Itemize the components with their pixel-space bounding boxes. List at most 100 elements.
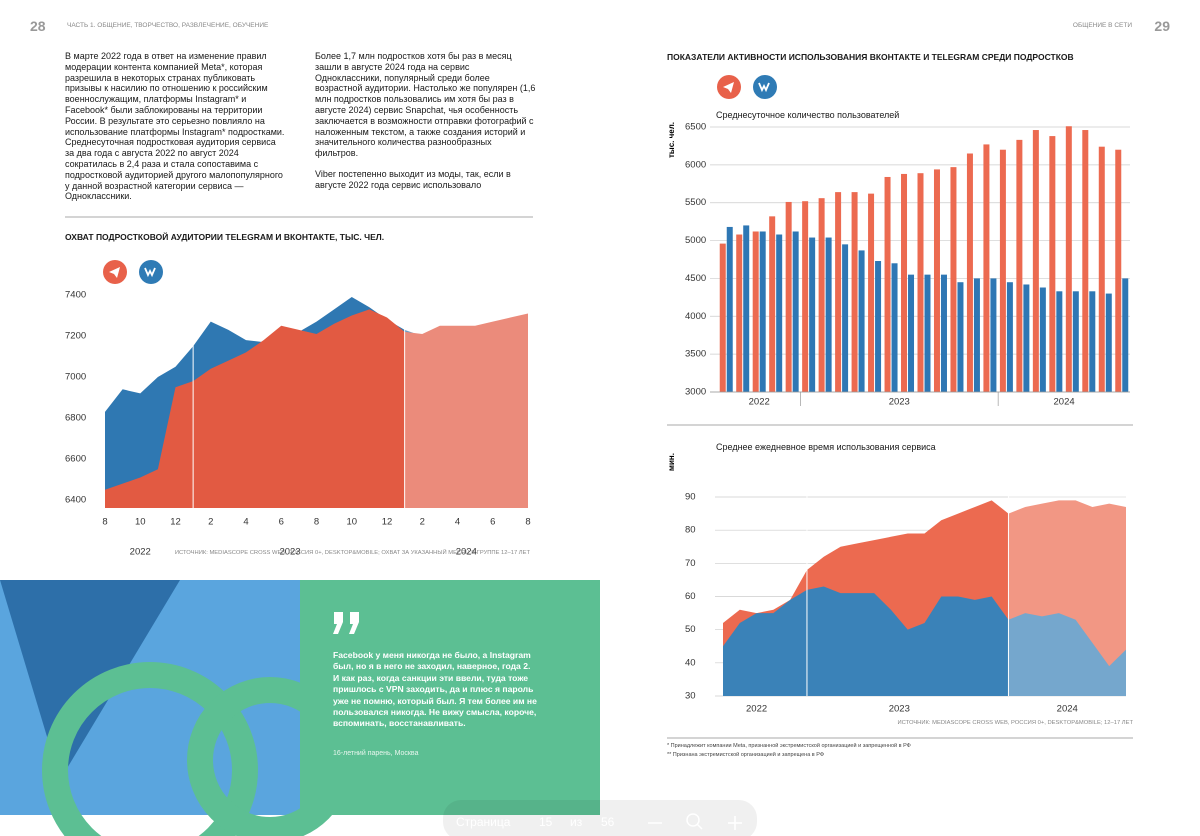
bar [792, 231, 799, 392]
column: Более 1,7 млн подростков хотя бы раз в м… [315, 51, 537, 201]
bar [1056, 291, 1063, 392]
y-tick-label: 5000 [685, 235, 706, 246]
y-axis-label: тыс. чел. [667, 122, 676, 158]
x-tick-label: 8 [525, 517, 530, 528]
x-tick-label: 6 [490, 517, 495, 528]
bar [752, 231, 759, 392]
x-tick-label: 4 [455, 517, 460, 528]
chart-subtitle: Среднесуточное количество пользователей [716, 110, 900, 120]
y-tick-label: 4500 [685, 273, 706, 284]
y-tick-label: 70 [685, 558, 696, 569]
bar [1065, 126, 1072, 392]
quote-author: 16-летний парень, Москва [333, 750, 419, 757]
viewer-toolbar [443, 800, 757, 836]
bar [908, 274, 915, 392]
bar [1082, 130, 1089, 392]
area [723, 586, 1126, 696]
x-tick-label: 12 [382, 517, 393, 528]
x-tick-label: 4 [243, 517, 248, 528]
bar [1098, 146, 1105, 392]
paragraph: Более 1,7 млн подростков хотя бы раз в м… [315, 51, 536, 159]
source: ИСТОЧНИК: MEDIASCOPE CROSS WEB, РОССИЯ 0… [174, 550, 530, 556]
y-tick-label: 7400 [65, 290, 86, 301]
y-tick-label: 30 [685, 691, 696, 702]
source: ИСТОЧНИК: MEDIASCOPE CROSS WEB, РОССИЯ 0… [897, 720, 1134, 726]
bar [957, 282, 964, 392]
bar [1006, 282, 1013, 392]
bar [875, 261, 882, 392]
bar [966, 153, 973, 392]
forecast-shade [404, 250, 529, 509]
bar [983, 144, 990, 392]
bar [901, 173, 908, 392]
viewer-page-label: Страница [456, 815, 511, 829]
year-label: 2022 [746, 704, 767, 715]
x-tick-label: 6 [279, 517, 284, 528]
y-tick-label: 3500 [685, 349, 706, 360]
footnote: ** Признана экстремистской организацией … [667, 752, 825, 758]
vk-icon [139, 260, 163, 284]
year-label: 2023 [279, 547, 300, 558]
area [105, 309, 528, 508]
year-label: 2022 [130, 547, 151, 558]
bar [924, 274, 931, 392]
bar [776, 234, 783, 392]
x-tick-label: 10 [135, 517, 146, 528]
bar [825, 237, 832, 392]
viewer-page[interactable]: 15 [539, 815, 553, 829]
quote-mark [333, 612, 359, 634]
section-title: ЧАСТЬ 1. ОБЩЕНИЕ, ТВОРЧЕСТВО, РАЗВЛЕЧЕНИ… [67, 22, 269, 29]
y-tick-label: 4000 [685, 311, 706, 322]
bar [719, 243, 726, 392]
bar [999, 149, 1006, 392]
chart-title: ПОКАЗАТЕЛИ АКТИВНОСТИ ИСПОЛЬЗОВАНИЯ ВКОН… [667, 52, 1074, 62]
y-tick-label: 3000 [685, 387, 706, 398]
bar [802, 201, 809, 392]
y-tick-label: 40 [685, 657, 696, 668]
section-title: ОБЩЕНИЕ В СЕТИ [1072, 22, 1132, 29]
bar [1039, 287, 1046, 392]
x-tick-label: 2 [420, 517, 425, 528]
y-tick-label: 5500 [685, 197, 706, 208]
year-label: 2024 [456, 547, 477, 558]
bar [1016, 139, 1023, 392]
bar [818, 198, 825, 392]
forecast-shade [1008, 452, 1127, 697]
x-tick-label: 10 [346, 517, 357, 528]
bar [851, 192, 858, 392]
paragraph: Viber постепенно выходит из моды, так, е… [315, 168, 511, 190]
x-tick-label: 8 [102, 517, 107, 528]
y-axis-label: мин. [667, 453, 676, 471]
page-number: 28 [30, 18, 46, 34]
zoom-in[interactable] [728, 816, 742, 830]
bar [868, 193, 875, 392]
bar [835, 192, 842, 392]
bar [1115, 149, 1122, 392]
bar [884, 176, 891, 392]
y-tick-label: 7000 [65, 372, 86, 383]
y-tick-label: 6600 [65, 454, 86, 465]
decor-triangle [0, 580, 180, 780]
footnote: * Принадлежит компании Meta, признанной … [667, 743, 911, 749]
telegram-icon [717, 75, 741, 99]
bar [917, 173, 924, 392]
bar [940, 274, 947, 392]
y-tick-label: 80 [685, 525, 696, 536]
bar [785, 201, 792, 392]
chart-title: ОХВАТ ПОДРОСТКОВОЙ АУДИТОРИИ TELEGRAM И … [65, 232, 385, 242]
bar [1089, 291, 1096, 392]
x-tick-label: 8 [314, 517, 319, 528]
bar [1105, 293, 1112, 392]
y-tick-label: 90 [685, 492, 696, 503]
year-label: 2024 [1054, 397, 1075, 408]
year-label: 2024 [1057, 704, 1078, 715]
bar [891, 263, 898, 392]
y-tick-label: 60 [685, 591, 696, 602]
bar [769, 216, 776, 392]
bar [990, 278, 997, 392]
search[interactable] [686, 813, 703, 830]
year-label: 2022 [749, 397, 770, 408]
bar [743, 225, 750, 392]
bar [973, 278, 980, 392]
